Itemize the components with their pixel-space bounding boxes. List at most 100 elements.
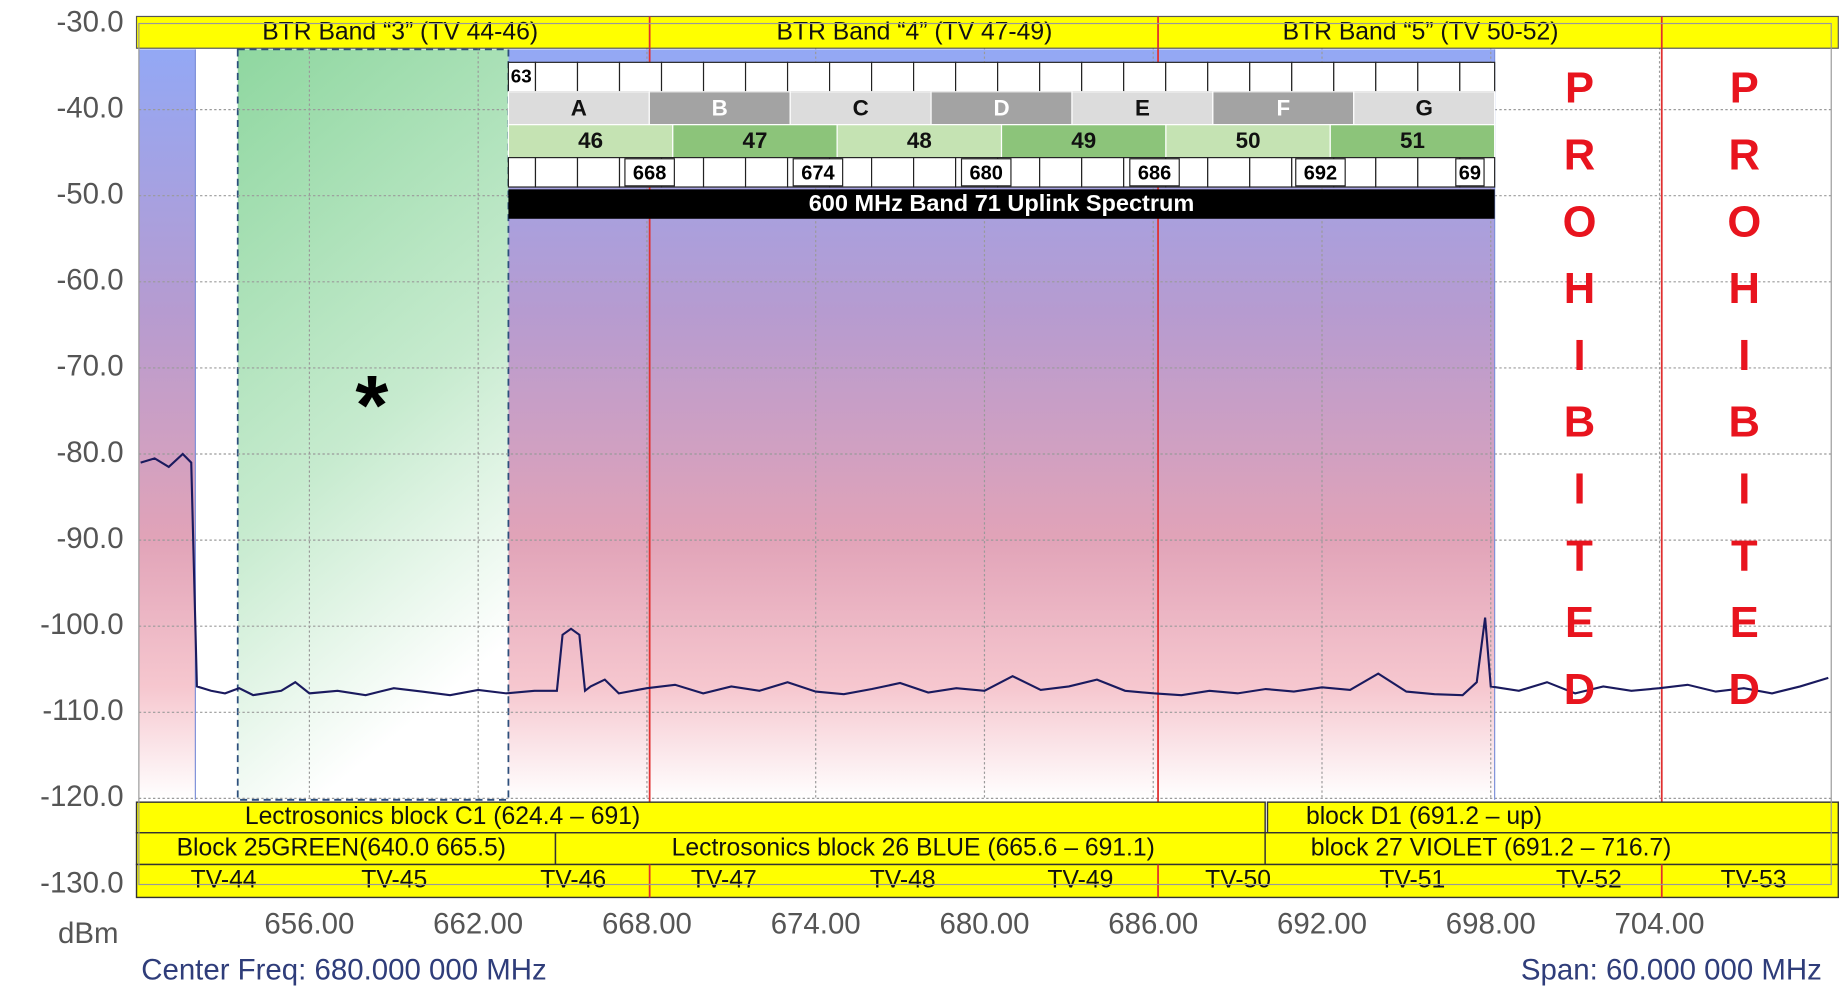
channel-cell <box>1333 61 1377 93</box>
y-tick-label: -130.0 <box>40 866 123 899</box>
tv-label: TV-47 <box>691 867 757 894</box>
block-cell <box>1353 91 1496 126</box>
x-tick-label: 686.00 <box>1108 907 1198 940</box>
band-number: 680 <box>970 162 1003 184</box>
channel-cell <box>955 61 999 93</box>
span: Span: 60.000 000 MHz <box>1521 953 1822 986</box>
y-tick-label: -60.0 <box>57 264 124 297</box>
block-label: E <box>1135 95 1150 120</box>
y-tick-label: -80.0 <box>57 436 124 469</box>
channel-cell <box>1329 124 1496 159</box>
x-tick-label: 674.00 <box>771 907 861 940</box>
channel-cell <box>1249 61 1293 93</box>
band-row <box>135 15 1839 49</box>
block-label: Lectrosonics block 26 BLUE (665.6 – 691.… <box>672 835 1155 862</box>
channel-cell <box>1081 157 1125 188</box>
channel-cell <box>534 61 579 93</box>
number-bg <box>1455 158 1485 187</box>
channel-cell <box>1207 157 1251 188</box>
asterisk: * <box>355 357 388 452</box>
tv-label: TV-48 <box>870 867 936 894</box>
channel-cell <box>1207 61 1251 93</box>
tv-label: TV-50 <box>1205 867 1271 894</box>
tv-channel: 50 <box>1236 128 1261 153</box>
block-cell <box>507 91 650 126</box>
number-bg <box>960 158 1012 187</box>
band-number: 686 <box>1138 162 1171 184</box>
tv-label: TV-45 <box>361 867 427 894</box>
x-tick-label: 656.00 <box>264 907 354 940</box>
annotation-box <box>135 863 1839 899</box>
channel-cell <box>744 157 789 188</box>
number-bg <box>792 158 844 187</box>
number-bg <box>624 158 675 187</box>
channel-cell <box>1123 61 1167 93</box>
channel-cell <box>660 61 705 93</box>
block-cell <box>1071 91 1214 126</box>
center-freq: Center Freq: 680.000 000 MHz <box>141 953 546 986</box>
tv-label: TV-49 <box>1047 867 1113 894</box>
block-cell <box>789 91 932 126</box>
block-label: Lectrosonics block C1 (624.4 – 691) <box>245 803 640 830</box>
block-label: D <box>993 95 1009 120</box>
annotation-box <box>1266 801 1839 834</box>
channel-cell <box>1291 61 1335 93</box>
prohibited-label: PROHIBITED <box>1556 65 1604 733</box>
channel-cell <box>702 61 747 93</box>
channel-cell <box>997 61 1041 93</box>
block-label: block D1 (691.2 – up) <box>1306 803 1542 830</box>
band-number: 692 <box>1304 162 1337 184</box>
y-tick-label: -110.0 <box>42 694 123 727</box>
tv-label: TV-46 <box>540 867 606 894</box>
tv-label: TV-44 <box>191 867 257 894</box>
tv-channel: 47 <box>743 128 768 153</box>
channel-cell <box>836 124 1003 159</box>
channel-cell <box>1417 61 1461 93</box>
channel-cell <box>534 157 579 188</box>
annotation-box <box>1264 832 1839 866</box>
x-tick-label: 698.00 <box>1446 907 1536 940</box>
channel-cell <box>871 61 915 93</box>
y-tick-label: -120.0 <box>40 780 123 813</box>
channel-cell <box>1375 61 1419 93</box>
x-tick-label: 668.00 <box>602 907 692 940</box>
btr-band-label: BTR Band “5” (TV 50-52) <box>1283 18 1559 45</box>
annotation-box <box>554 832 1266 866</box>
channel-cell <box>576 61 621 93</box>
band-number: 668 <box>633 162 666 184</box>
tv-label: TV-52 <box>1556 867 1622 894</box>
y-tick-label: -40.0 <box>57 91 124 124</box>
band-number: 674 <box>801 162 835 184</box>
block-label: C <box>853 95 869 120</box>
y-tick-label: -70.0 <box>57 350 124 383</box>
y-tick-label: -30.0 <box>57 5 124 38</box>
channel-cell <box>507 157 537 188</box>
band71-caption: 600 MHz Band 71 Uplink Spectrum <box>809 190 1195 216</box>
y-tick-label: -90.0 <box>57 522 124 555</box>
block-label: Block 25GREEN(640.0 665.5) <box>177 835 506 862</box>
channel-cell <box>828 61 873 93</box>
green-block <box>236 48 510 801</box>
channel-cell <box>1000 124 1167 159</box>
band-number: 63 <box>511 66 532 87</box>
channel-cell <box>1165 124 1331 159</box>
channel-cell <box>576 157 621 188</box>
tv-channel: 49 <box>1071 128 1096 153</box>
btr-band-label: BTR Band “4” (TV 47-49) <box>777 18 1053 45</box>
left-strip <box>138 49 196 800</box>
block-label: block 27 VIOLET (691.2 – 716.7) <box>1311 835 1672 862</box>
prohibited-label: PROHIBITED <box>1720 65 1768 733</box>
channel-cell <box>672 124 838 159</box>
block-label: A <box>571 95 587 120</box>
number-bg <box>1295 158 1346 187</box>
channel-cell <box>1081 61 1125 93</box>
x-tick-label: 680.00 <box>939 907 1029 940</box>
tv-channel: 48 <box>907 128 932 153</box>
channel-cell <box>1417 157 1461 188</box>
tv-label: TV-53 <box>1721 867 1787 894</box>
y-tick-label: -50.0 <box>57 177 124 210</box>
channel-cell <box>618 61 663 93</box>
channel-cell <box>702 157 747 188</box>
channel-cell <box>1039 61 1083 93</box>
